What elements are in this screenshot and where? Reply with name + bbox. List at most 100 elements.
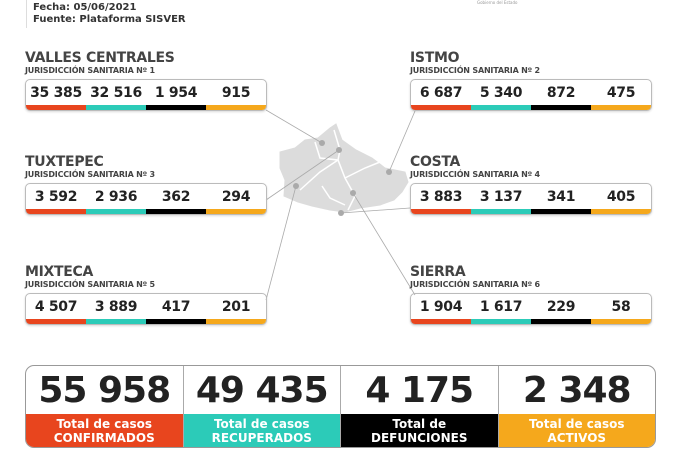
stat-value: 362: [161, 188, 191, 205]
stat-color-bar: [591, 105, 651, 110]
region-card: ISTMO JURISDICCIÓN SANITARIA Nº 2 6 687 5…: [410, 51, 652, 111]
stat-activos: 58: [591, 294, 651, 324]
stat-value: 58: [611, 298, 631, 315]
region-subtitle: JURISDICCIÓN SANITARIA Nº 1: [25, 66, 155, 75]
total-activos: 2 348 Total de casos ACTIVOS: [498, 366, 655, 447]
stat-value: 341: [546, 188, 576, 205]
total-confirmados: 55 958 Total de casos CONFIRMADOS: [26, 366, 184, 447]
stat-color-bar: [471, 209, 531, 214]
stat-confirmados: 35 385: [26, 80, 86, 110]
region-title: COSTA: [410, 154, 461, 170]
date-text: Fecha: 05/06/2021: [33, 2, 137, 13]
stat-confirmados: 4 507: [26, 294, 86, 324]
region-subtitle: JURISDICCIÓN SANITARIA Nº 2: [410, 66, 540, 75]
stat-value: 1 617: [479, 298, 523, 315]
total-value: 49 435: [195, 369, 329, 411]
stat-value: 1 954: [154, 84, 198, 101]
stat-color-bar: [471, 319, 531, 324]
stat-color-bar: [206, 209, 266, 214]
leader-lines: [265, 109, 416, 301]
region-card: SIERRA JURISDICCIÓN SANITARIA Nº 6 1 904…: [410, 265, 652, 325]
divider: [26, 0, 27, 28]
region-card: VALLES CENTRALES JURISDICCIÓN SANITARIA …: [25, 51, 267, 111]
total-label: DEFUNCIONES: [371, 430, 468, 445]
region-title: ISTMO: [410, 50, 460, 66]
stat-value: 1 904: [419, 298, 463, 315]
stat-activos: 294: [206, 184, 266, 214]
stat-color-bar: [146, 209, 206, 214]
stat-confirmados: 3 592: [26, 184, 86, 214]
total-value: 55 958: [38, 369, 171, 411]
total-label: Total de casos: [213, 416, 310, 431]
total-defunciones: 4 175 Total de DEFUNCIONES: [341, 366, 499, 447]
stat-defunciones: 417: [146, 294, 206, 324]
state-shape: [279, 123, 409, 213]
stat-value: 5 340: [479, 84, 523, 101]
stat-color-bar: [146, 105, 206, 110]
stat-value: 4 507: [34, 298, 78, 315]
stat-color-bar: [531, 319, 591, 324]
stat-color-bar: [471, 105, 531, 110]
region-subtitle: JURISDICCIÓN SANITARIA Nº 5: [25, 280, 155, 289]
region-subtitle: JURISDICCIÓN SANITARIA Nº 3: [25, 170, 155, 179]
region-title: TUXTEPEC: [25, 154, 104, 170]
stat-value: 475: [606, 84, 636, 101]
stat-value: 3 889: [94, 298, 138, 315]
region-subtitle: JURISDICCIÓN SANITARIA Nº 6: [410, 280, 540, 289]
stat-recuperados: 2 936: [86, 184, 146, 214]
stat-value: 3 592: [34, 188, 78, 205]
total-label: RECUPERADOS: [211, 430, 312, 445]
stat-color-bar: [26, 209, 86, 214]
region-title: MIXTECA: [25, 264, 94, 280]
stat-value: 3 883: [419, 188, 463, 205]
stat-color-bar: [411, 209, 471, 214]
region-stats: 35 385 32 516 1 954 915: [25, 79, 267, 111]
stat-value: 915: [221, 84, 251, 101]
region-markers: [293, 140, 392, 216]
totals-panel: 55 958 Total de casos CONFIRMADOS 49 435 …: [25, 365, 656, 448]
stat-value: 417: [161, 298, 191, 315]
stat-color-bar: [26, 319, 86, 324]
stat-color-bar: [26, 105, 86, 110]
stat-color-bar: [206, 105, 266, 110]
stat-color-bar: [411, 319, 471, 324]
total-label: Total de: [392, 416, 447, 431]
region-stats: 6 687 5 340 872 475: [410, 79, 652, 111]
total-label: Total de casos: [528, 416, 625, 431]
region-card: TUXTEPEC JURISDICCIÓN SANITARIA Nº 3 3 5…: [25, 155, 267, 215]
total-value: 2 348: [522, 369, 632, 411]
region-subtitle: JURISDICCIÓN SANITARIA Nº 4: [410, 170, 540, 179]
stat-recuperados: 5 340: [471, 80, 531, 110]
stat-value: 405: [606, 188, 636, 205]
region-title: VALLES CENTRALES: [25, 50, 175, 66]
stat-value: 872: [546, 84, 576, 101]
total-label: CONFIRMADOS: [53, 430, 155, 445]
stat-color-bar: [86, 209, 146, 214]
stat-color-bar: [206, 319, 266, 324]
government-logo: Gobierno del Estado: [477, 0, 518, 5]
stat-color-bar: [531, 105, 591, 110]
stat-recuperados: 32 516: [86, 80, 146, 110]
region-stats: 1 904 1 617 229 58: [410, 293, 652, 325]
stat-activos: 915: [206, 80, 266, 110]
header-info: Fecha: 05/06/2021 Fuente: Plataforma SIS…: [33, 2, 186, 26]
stat-value: 294: [221, 188, 251, 205]
stat-value: 2 936: [94, 188, 138, 205]
stat-color-bar: [411, 105, 471, 110]
stat-color-bar: [86, 319, 146, 324]
stat-recuperados: 1 617: [471, 294, 531, 324]
stat-color-bar: [146, 319, 206, 324]
stat-confirmados: 1 904: [411, 294, 471, 324]
stat-defunciones: 1 954: [146, 80, 206, 110]
region-stats: 3 592 2 936 362 294: [25, 183, 267, 215]
source-text: Fuente: Plataforma SISVER: [33, 14, 186, 25]
total-label: ACTIVOS: [547, 430, 607, 445]
stat-color-bar: [86, 105, 146, 110]
stat-value: 6 687: [419, 84, 463, 101]
total-value: 4 175: [365, 369, 474, 411]
region-card: COSTA JURISDICCIÓN SANITARIA Nº 4 3 883 3…: [410, 155, 652, 215]
total-label: Total de casos: [56, 416, 153, 431]
stat-value: 201: [221, 298, 251, 315]
stat-confirmados: 6 687: [411, 80, 471, 110]
